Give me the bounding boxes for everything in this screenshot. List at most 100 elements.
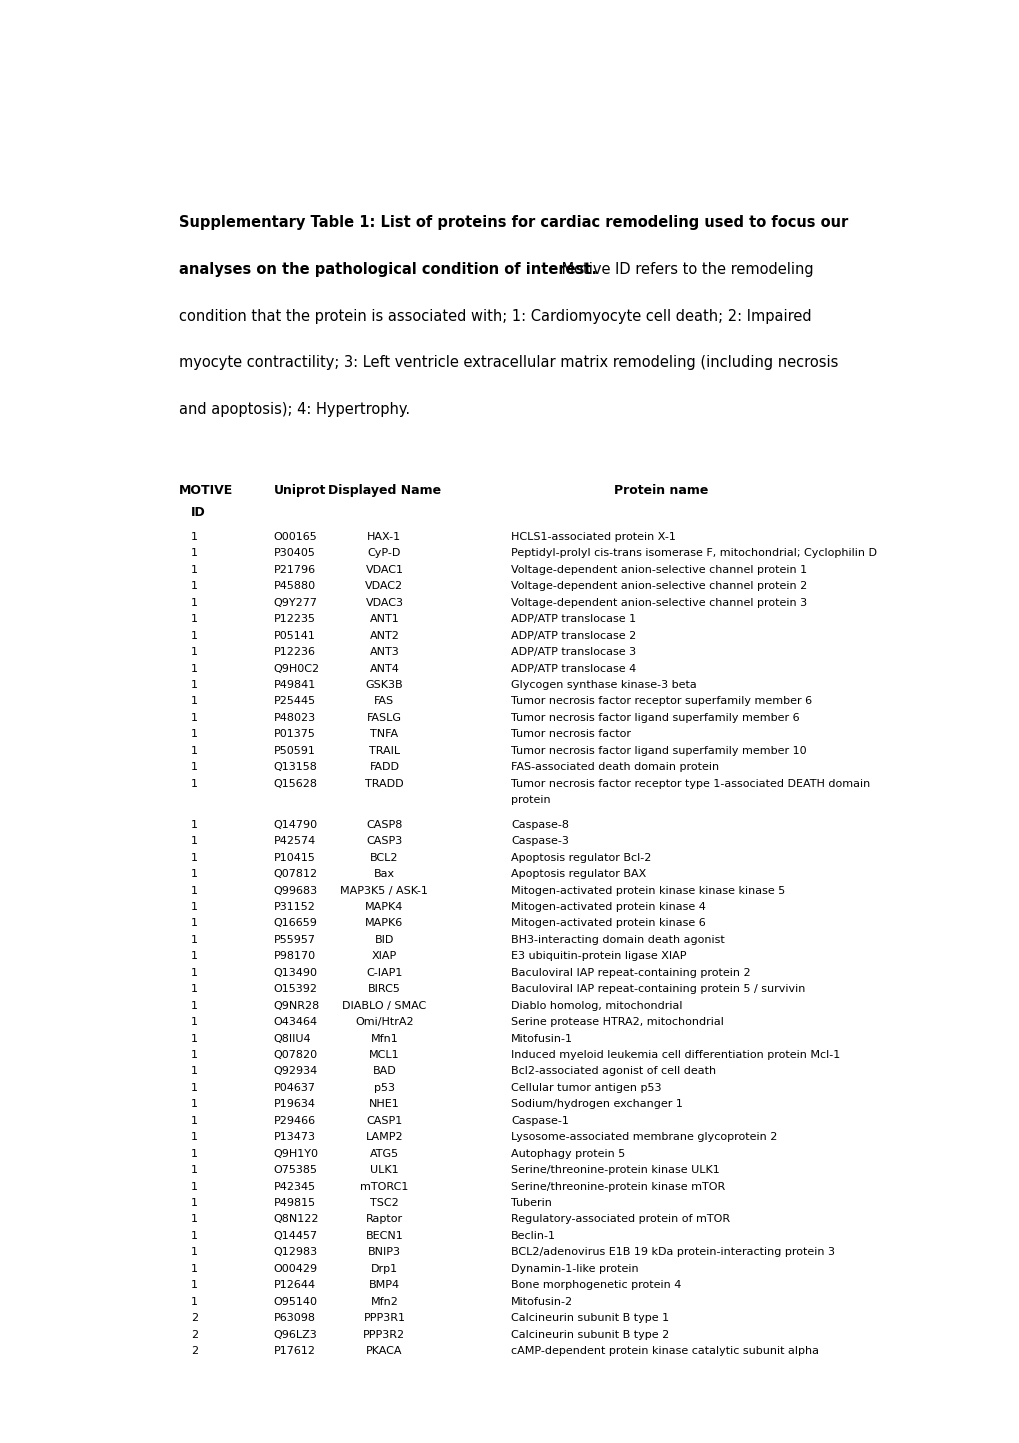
Text: ATG5: ATG5 — [370, 1149, 398, 1159]
Text: Serine protease HTRA2, mitochondrial: Serine protease HTRA2, mitochondrial — [511, 1017, 723, 1027]
Text: P45880: P45880 — [273, 582, 316, 592]
Text: TSC2: TSC2 — [370, 1198, 398, 1208]
Text: P49815: P49815 — [273, 1198, 316, 1208]
Text: 1: 1 — [191, 886, 198, 896]
Text: Serine/threonine-protein kinase ULK1: Serine/threonine-protein kinase ULK1 — [511, 1165, 719, 1175]
Text: BMP4: BMP4 — [369, 1280, 399, 1290]
Text: CASP1: CASP1 — [366, 1115, 403, 1126]
Text: FAS: FAS — [374, 697, 394, 707]
Text: Serine/threonine-protein kinase mTOR: Serine/threonine-protein kinase mTOR — [511, 1182, 725, 1192]
Text: P50591: P50591 — [273, 746, 315, 756]
Text: 1: 1 — [191, 869, 198, 879]
Text: Voltage-dependent anion-selective channel protein 3: Voltage-dependent anion-selective channe… — [511, 597, 806, 608]
Text: O00429: O00429 — [273, 1264, 318, 1274]
Text: ADP/ATP translocase 3: ADP/ATP translocase 3 — [511, 646, 636, 657]
Text: 1: 1 — [191, 1182, 198, 1192]
Text: 1: 1 — [191, 564, 198, 574]
Text: 1: 1 — [191, 615, 198, 625]
Text: BID: BID — [374, 935, 393, 945]
Text: Displayed Name: Displayed Name — [327, 485, 440, 498]
Text: CASP3: CASP3 — [366, 835, 403, 846]
Text: Mitogen-activated protein kinase 6: Mitogen-activated protein kinase 6 — [511, 918, 705, 928]
Text: Omi/HtrA2: Omi/HtrA2 — [355, 1017, 414, 1027]
Text: 1: 1 — [191, 1082, 198, 1092]
Text: Mfn2: Mfn2 — [370, 1297, 398, 1306]
Text: Q9Y277: Q9Y277 — [273, 597, 318, 608]
Text: 1: 1 — [191, 1280, 198, 1290]
Text: Uniprot: Uniprot — [273, 485, 326, 498]
Text: condition that the protein is associated with; 1: Cardiomyocyte cell death; 2: I: condition that the protein is associated… — [178, 309, 811, 323]
Text: FAS-associated death domain protein: FAS-associated death domain protein — [511, 762, 718, 772]
Text: P12644: P12644 — [273, 1280, 316, 1290]
Text: 1: 1 — [191, 664, 198, 674]
Text: 1: 1 — [191, 582, 198, 592]
Text: TNFA: TNFA — [370, 729, 398, 739]
Text: 1: 1 — [191, 820, 198, 830]
Text: GSK3B: GSK3B — [365, 680, 403, 690]
Text: MCL1: MCL1 — [369, 1051, 399, 1061]
Text: VDAC3: VDAC3 — [365, 597, 404, 608]
Text: myocyte contractility; 3: Left ventricle extracellular matrix remodeling (includ: myocyte contractility; 3: Left ventricle… — [178, 355, 838, 371]
Text: C-IAP1: C-IAP1 — [366, 968, 403, 978]
Text: cAMP-dependent protein kinase catalytic subunit alpha: cAMP-dependent protein kinase catalytic … — [511, 1346, 818, 1356]
Text: ANT3: ANT3 — [369, 646, 398, 657]
Text: 1: 1 — [191, 1231, 198, 1241]
Text: Caspase-8: Caspase-8 — [511, 820, 569, 830]
Text: ULK1: ULK1 — [370, 1165, 398, 1175]
Text: 1: 1 — [191, 1100, 198, 1110]
Text: Bone morphogenetic protein 4: Bone morphogenetic protein 4 — [511, 1280, 681, 1290]
Text: 1: 1 — [191, 548, 198, 558]
Text: 1: 1 — [191, 1264, 198, 1274]
Text: DIABLO / SMAC: DIABLO / SMAC — [342, 1000, 426, 1010]
Text: P01375: P01375 — [273, 729, 315, 739]
Text: Voltage-dependent anion-selective channel protein 2: Voltage-dependent anion-selective channe… — [511, 582, 806, 592]
Text: 1: 1 — [191, 835, 198, 846]
Text: 1: 1 — [191, 646, 198, 657]
Text: 2: 2 — [191, 1346, 198, 1356]
Text: FASLG: FASLG — [367, 713, 401, 723]
Text: 1: 1 — [191, 1133, 198, 1143]
Text: Q14457: Q14457 — [273, 1231, 318, 1241]
Text: analyses on the pathological condition of interest.: analyses on the pathological condition o… — [178, 263, 596, 277]
Text: 1: 1 — [191, 729, 198, 739]
Text: P48023: P48023 — [273, 713, 316, 723]
Text: MAPK4: MAPK4 — [365, 902, 404, 912]
Text: Calcineurin subunit B type 2: Calcineurin subunit B type 2 — [511, 1329, 668, 1339]
Text: Q8N122: Q8N122 — [273, 1215, 319, 1225]
Text: Baculoviral IAP repeat-containing protein 5 / survivin: Baculoviral IAP repeat-containing protei… — [511, 984, 804, 994]
Text: VDAC2: VDAC2 — [365, 582, 404, 592]
Text: Q13158: Q13158 — [273, 762, 317, 772]
Text: Q9H1Y0: Q9H1Y0 — [273, 1149, 318, 1159]
Text: ANT1: ANT1 — [369, 615, 398, 625]
Text: P19634: P19634 — [273, 1100, 316, 1110]
Text: Regulatory-associated protein of mTOR: Regulatory-associated protein of mTOR — [511, 1215, 730, 1225]
Text: Bcl2-associated agonist of cell death: Bcl2-associated agonist of cell death — [511, 1066, 715, 1076]
Text: Protein name: Protein name — [613, 485, 707, 498]
Text: NHE1: NHE1 — [369, 1100, 399, 1110]
Text: P21796: P21796 — [273, 564, 316, 574]
Text: BAD: BAD — [372, 1066, 396, 1076]
Text: 1: 1 — [191, 762, 198, 772]
Text: Caspase-3: Caspase-3 — [511, 835, 569, 846]
Text: LAMP2: LAMP2 — [365, 1133, 403, 1143]
Text: 1: 1 — [191, 631, 198, 641]
Text: Beclin-1: Beclin-1 — [511, 1231, 555, 1241]
Text: PPP3R2: PPP3R2 — [363, 1329, 406, 1339]
Text: Bax: Bax — [374, 869, 394, 879]
Text: Q12983: Q12983 — [273, 1247, 318, 1257]
Text: 1: 1 — [191, 713, 198, 723]
Text: 1: 1 — [191, 1115, 198, 1126]
Text: Drp1: Drp1 — [371, 1264, 397, 1274]
Text: 1: 1 — [191, 902, 198, 912]
Text: BCL2: BCL2 — [370, 853, 398, 863]
Text: ADP/ATP translocase 4: ADP/ATP translocase 4 — [511, 664, 636, 674]
Text: Autophagy protein 5: Autophagy protein 5 — [511, 1149, 625, 1159]
Text: VDAC1: VDAC1 — [365, 564, 404, 574]
Text: 1: 1 — [191, 746, 198, 756]
Text: p53: p53 — [374, 1082, 394, 1092]
Text: protein: protein — [511, 795, 550, 805]
Text: HCLS1-associated protein X-1: HCLS1-associated protein X-1 — [511, 532, 676, 543]
Text: Supplementary Table 1: List of proteins for cardiac remodeling used to focus our: Supplementary Table 1: List of proteins … — [178, 215, 848, 231]
Text: mTORC1: mTORC1 — [360, 1182, 409, 1192]
Text: P98170: P98170 — [273, 951, 316, 961]
